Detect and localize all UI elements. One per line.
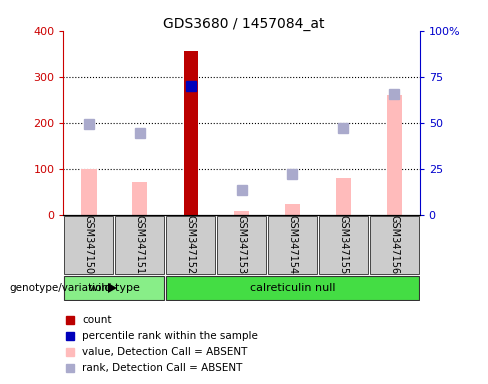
Polygon shape bbox=[108, 283, 117, 293]
FancyBboxPatch shape bbox=[64, 276, 164, 300]
Text: rank, Detection Call = ABSENT: rank, Detection Call = ABSENT bbox=[82, 364, 242, 374]
Bar bbox=[81, 169, 97, 215]
Text: genotype/variation: genotype/variation bbox=[10, 283, 109, 293]
FancyBboxPatch shape bbox=[166, 216, 215, 274]
Bar bbox=[336, 178, 351, 215]
Text: wild type: wild type bbox=[89, 283, 140, 293]
Text: GSM347150: GSM347150 bbox=[84, 215, 94, 274]
Text: count: count bbox=[82, 315, 111, 325]
Bar bbox=[234, 211, 249, 215]
Text: calreticulin null: calreticulin null bbox=[250, 283, 335, 293]
Text: GSM347151: GSM347151 bbox=[135, 215, 145, 274]
FancyBboxPatch shape bbox=[64, 216, 113, 274]
Text: GSM347152: GSM347152 bbox=[185, 215, 196, 275]
Text: GSM347155: GSM347155 bbox=[338, 215, 348, 275]
FancyBboxPatch shape bbox=[319, 216, 368, 274]
Text: value, Detection Call = ABSENT: value, Detection Call = ABSENT bbox=[82, 348, 247, 358]
FancyBboxPatch shape bbox=[268, 216, 317, 274]
Text: GSM347156: GSM347156 bbox=[389, 215, 399, 274]
Bar bbox=[386, 95, 402, 215]
FancyBboxPatch shape bbox=[217, 216, 266, 274]
Text: GSM347154: GSM347154 bbox=[287, 215, 298, 274]
Bar bbox=[285, 204, 300, 215]
Text: percentile rank within the sample: percentile rank within the sample bbox=[82, 331, 258, 341]
FancyBboxPatch shape bbox=[370, 216, 419, 274]
Bar bbox=[132, 182, 147, 215]
Text: GDS3680 / 1457084_at: GDS3680 / 1457084_at bbox=[163, 17, 325, 31]
FancyBboxPatch shape bbox=[166, 276, 419, 300]
FancyBboxPatch shape bbox=[115, 216, 164, 274]
Bar bbox=[183, 51, 198, 215]
Text: GSM347153: GSM347153 bbox=[237, 215, 246, 274]
